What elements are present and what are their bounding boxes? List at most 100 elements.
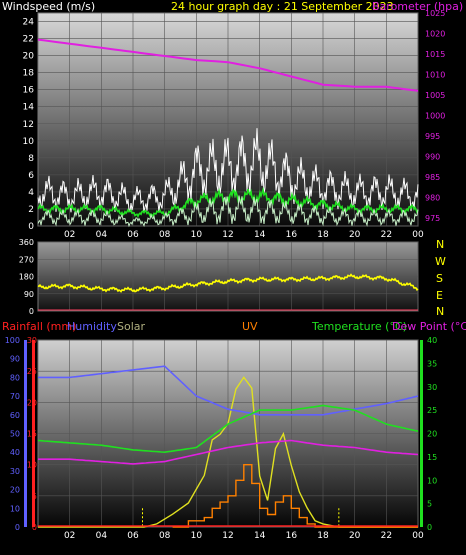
baro-tick-label: 1000 <box>425 111 445 120</box>
x-tick-label: 22 <box>381 230 392 240</box>
wind-avg-series <box>37 186 419 218</box>
humidity-tick-label: 90 <box>10 355 20 364</box>
x-tick-label: 18 <box>317 531 329 541</box>
dir-tick-label: 0 <box>29 307 34 316</box>
x-tick-label: 04 <box>96 230 108 240</box>
rain-tick-label: 15 <box>27 430 37 439</box>
baro-tick-label: 985 <box>425 173 440 182</box>
temp-tick-label: 10 <box>427 476 437 485</box>
humidity-tick-label: 40 <box>10 448 20 457</box>
y-tick-label: 20 <box>23 52 35 62</box>
dewpoint-label: Dew Point (°C) <box>392 320 466 333</box>
x-tick-label: 10 <box>191 230 203 240</box>
compass-labels: N W S E N <box>435 238 446 318</box>
baro-tick-label: 995 <box>425 132 440 141</box>
wind-baro-lines <box>37 38 419 228</box>
wind-grid <box>38 13 419 227</box>
x-tick-label: 20 <box>349 531 361 541</box>
temp-tick-label: 0 <box>427 523 432 532</box>
x-tick-label: 12 <box>222 230 233 240</box>
humidity-tick-label: 30 <box>10 467 20 476</box>
x-tick-label: 16 <box>286 531 298 541</box>
temp-tick-label: 25 <box>427 406 437 415</box>
dir-tick-label: 180 <box>19 273 34 282</box>
y-tick-label: 4 <box>28 188 34 198</box>
compass-n-top: N <box>436 238 444 251</box>
solar-label: Solar <box>117 320 146 333</box>
baro-tick-label: 1015 <box>425 50 445 59</box>
baro-tick-label: 1020 <box>425 29 445 38</box>
y-tick-label: 12 <box>23 120 34 130</box>
humidity-label: Humidity <box>67 320 117 333</box>
x-tick-label: 06 <box>127 230 139 240</box>
temp-tick-label: 15 <box>427 453 437 462</box>
x-tick-label: 06 <box>127 531 139 541</box>
rainfall-label: Rainfall (mm) <box>2 320 76 333</box>
temp-humidity-lines <box>37 365 419 528</box>
dir-tick-label: 360 <box>19 238 34 247</box>
x-tick-label: 00 <box>412 531 424 541</box>
wind-barometer-panel: 0246810121416182022249759809859909951000… <box>23 9 446 240</box>
temp-humidity-panel: 0510152025300102030405060708090100051015… <box>5 336 437 541</box>
humidity-tick-label: 60 <box>10 411 20 420</box>
x-tick-label: 14 <box>254 531 266 541</box>
compass-e: E <box>436 289 443 302</box>
baro-tick-label: 990 <box>425 152 440 161</box>
baro-tick-label: 1010 <box>425 70 445 79</box>
rain-tick-label: 0 <box>32 523 37 532</box>
direction-line <box>37 273 419 311</box>
humidity-tick-label: 0 <box>15 523 20 532</box>
y-tick-label: 8 <box>28 154 34 164</box>
wind-min-series <box>37 195 419 228</box>
compass-w: W <box>435 255 446 268</box>
x-tick-label: 16 <box>286 230 298 240</box>
rain-tick-label: 30 <box>27 336 37 345</box>
y-tick-label: 16 <box>23 86 35 96</box>
y-tick-label: 18 <box>23 69 35 79</box>
rain-tick-label: 10 <box>27 461 37 470</box>
temp-tick-label: 35 <box>427 359 437 368</box>
barometer-label: Barometer (hpa) <box>372 0 463 13</box>
y-tick-label: 22 <box>23 35 34 45</box>
x-tick-label: 08 <box>159 230 171 240</box>
solar-series <box>38 376 418 528</box>
y-tick-label: 2 <box>28 205 34 215</box>
x-tick-label: 14 <box>254 230 266 240</box>
dir-tick-label: 270 <box>19 255 34 264</box>
temp-tick-label: 30 <box>427 383 437 392</box>
uv-label: UV <box>242 320 258 333</box>
rain-axis-bar <box>32 340 35 527</box>
x-tick-label: 12 <box>222 531 233 541</box>
dewpoint-series <box>38 439 419 465</box>
y-tick-label: 6 <box>28 171 34 181</box>
y-tick-label: 14 <box>23 103 35 113</box>
temperature-label: Temperature (°C) <box>311 320 407 333</box>
temp-axis-ticks: 0510152025300102030405060708090100051015… <box>5 336 437 541</box>
wind-gust-series <box>37 128 419 213</box>
x-tick-label: 08 <box>159 531 171 541</box>
rain-tick-label: 20 <box>27 398 37 407</box>
humidity-tick-label: 70 <box>10 392 20 401</box>
x-tick-label: 02 <box>64 230 75 240</box>
baro-tick-label: 975 <box>425 214 440 223</box>
barometer-series <box>37 38 419 92</box>
temp-tick-label: 40 <box>427 336 437 345</box>
wind-direction-series <box>37 273 419 293</box>
compass-n-bottom: N <box>436 305 444 318</box>
windspeed-label: Windspeed (m/s) <box>2 0 95 13</box>
humidity-tick-label: 80 <box>10 373 20 382</box>
graph-title: 24 hour graph day : 21 September 2023 <box>171 0 394 13</box>
direction-axis-ticks: 0 90 180 270 360 <box>19 238 34 316</box>
x-tick-label: 04 <box>96 531 108 541</box>
humidity-tick-label: 20 <box>10 486 20 495</box>
x-tick-label: 10 <box>191 531 203 541</box>
humidity-axis-bar <box>24 340 27 527</box>
temp-tick-label: 5 <box>427 500 432 509</box>
rain-tick-label: 25 <box>27 367 37 376</box>
y-tick-label: 10 <box>23 137 35 147</box>
temp-axis-bar <box>420 340 423 527</box>
dir-tick-label: 90 <box>24 290 34 299</box>
wind-axis-ticks: 0246810121416182022249759809859909951000… <box>23 9 446 240</box>
compass-s: S <box>436 272 443 285</box>
